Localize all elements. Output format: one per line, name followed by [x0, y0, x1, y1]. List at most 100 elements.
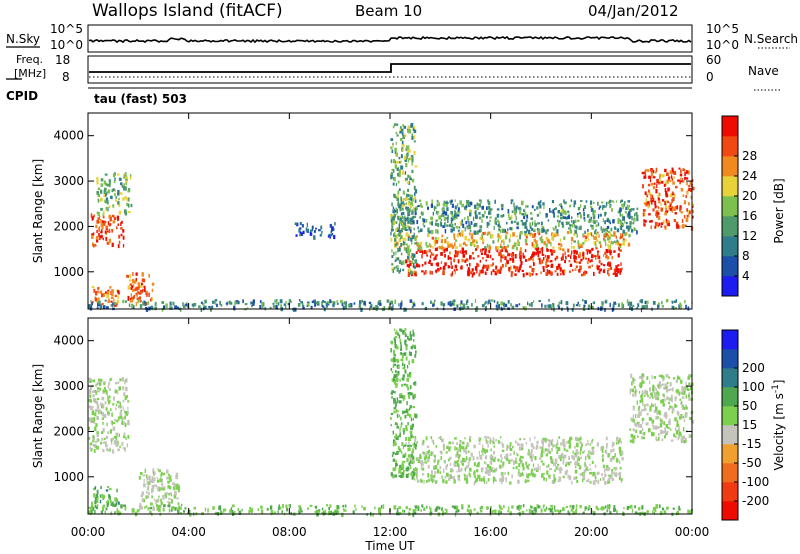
data-cell — [435, 480, 438, 483]
data-cell — [544, 254, 547, 258]
data-cell — [411, 157, 414, 163]
data-cell — [485, 259, 487, 262]
data-cell — [422, 222, 425, 226]
data-cell — [441, 507, 443, 510]
data-cell — [587, 440, 589, 443]
data-cell — [510, 511, 512, 516]
data-cell — [642, 212, 645, 217]
data-cell — [466, 200, 468, 204]
data-cell — [486, 225, 489, 228]
data-cell — [118, 234, 121, 239]
data-cell — [427, 464, 430, 469]
y-tick-label: 4000 — [53, 334, 84, 348]
data-cell — [442, 303, 446, 306]
data-cell — [459, 250, 461, 254]
data-cell — [184, 507, 187, 510]
data-cell — [518, 303, 521, 306]
data-cell — [658, 200, 661, 204]
data-cell — [106, 500, 108, 503]
data-cell — [104, 182, 108, 186]
data-cell — [401, 215, 404, 219]
data-cell — [409, 405, 412, 409]
data-cell — [617, 264, 620, 267]
data-cell — [105, 236, 108, 241]
data-cell — [117, 201, 120, 205]
data-cell — [440, 246, 443, 250]
data-cell — [666, 506, 669, 509]
data-cell — [466, 202, 468, 208]
data-cell — [457, 203, 459, 208]
data-cell — [434, 222, 438, 226]
data-cell — [102, 495, 105, 499]
data-cell — [579, 252, 581, 257]
data-cell — [583, 304, 586, 307]
data-cell — [310, 229, 313, 232]
data-cell — [136, 297, 140, 300]
data-cell — [475, 307, 478, 312]
data-cell — [272, 302, 275, 305]
data-cell — [400, 302, 403, 307]
data-cell — [398, 216, 401, 220]
data-cell — [582, 472, 585, 476]
data-cell — [500, 306, 502, 310]
data-cell — [148, 485, 150, 488]
data-cell — [127, 285, 131, 290]
data-cell — [543, 477, 546, 481]
data-cell — [546, 248, 548, 252]
data-cell — [307, 507, 309, 510]
data-cell — [114, 497, 117, 502]
data-cell — [635, 413, 637, 418]
data-cell — [465, 258, 469, 262]
data-cell — [557, 210, 560, 214]
data-cell — [91, 507, 93, 510]
data-cell — [484, 461, 486, 464]
data-cell — [591, 449, 594, 454]
data-cell — [562, 439, 565, 444]
colorbar-tick-label: 8 — [742, 249, 750, 263]
data-cell — [595, 247, 598, 250]
data-cell — [565, 449, 569, 452]
data-cell — [142, 474, 146, 477]
data-cell — [447, 301, 450, 306]
data-cell — [394, 407, 396, 410]
data-cell — [481, 233, 484, 239]
data-cell — [621, 457, 624, 461]
colorbar-swatch — [722, 349, 738, 369]
data-cell — [403, 201, 405, 205]
data-cell — [98, 388, 100, 393]
data-cell — [558, 510, 561, 514]
data-cell — [378, 507, 381, 510]
data-cell — [412, 301, 415, 305]
data-cell — [619, 451, 621, 455]
data-cell — [568, 227, 570, 230]
data-cell — [431, 218, 433, 222]
data-cell — [375, 305, 378, 309]
data-cell — [509, 257, 512, 261]
data-cell — [92, 243, 95, 248]
data-cell — [560, 300, 563, 305]
data-cell — [637, 423, 640, 428]
data-cell — [459, 243, 462, 247]
data-cell — [465, 456, 468, 460]
data-cell — [399, 128, 402, 132]
data-cell — [394, 331, 398, 335]
data-cell — [457, 509, 460, 513]
data-cell — [449, 251, 451, 255]
data-cell — [564, 470, 568, 476]
data-cell — [412, 455, 414, 458]
data-cell — [97, 378, 101, 381]
data-cell — [282, 504, 284, 509]
data-cell — [95, 383, 98, 387]
data-cell — [575, 442, 579, 448]
data-cell — [117, 381, 120, 384]
data-cell — [553, 212, 555, 215]
data-cell — [609, 480, 611, 484]
data-cell — [592, 480, 596, 485]
data-cell — [582, 511, 585, 514]
data-cell — [100, 485, 102, 490]
data-cell — [506, 221, 508, 225]
data-cell — [475, 241, 478, 244]
data-cell — [393, 194, 397, 198]
data-cell — [91, 419, 94, 423]
data-cell — [597, 267, 600, 271]
